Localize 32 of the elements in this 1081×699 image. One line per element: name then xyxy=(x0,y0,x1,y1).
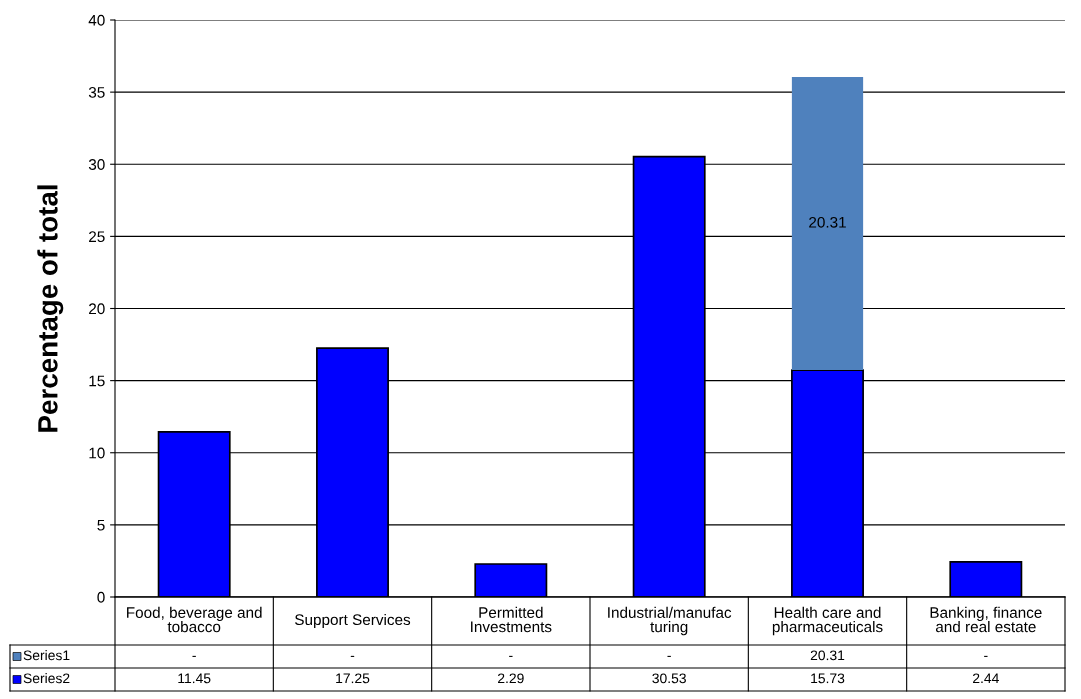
y-tick-label: 10 xyxy=(89,447,105,459)
legend-label: Series2 xyxy=(23,673,70,684)
data-label: 11.45 xyxy=(178,673,211,684)
text: - xyxy=(984,655,988,657)
x-tick-label: Banking, finance and real estate xyxy=(930,606,1042,633)
data-label: 15.73 xyxy=(811,673,845,684)
y-tick-label: 5 xyxy=(97,519,105,531)
y-tick-label: 20 xyxy=(89,303,105,315)
text: - xyxy=(509,655,513,657)
legend-label: Series1 xyxy=(23,650,70,661)
data-label: 2.29 xyxy=(498,673,524,684)
y-axis-title: Percentage of total xyxy=(37,185,64,432)
y-tick-label: 15 xyxy=(89,375,105,387)
data-label: 30.53 xyxy=(652,673,686,684)
x-tick-label: Support Services xyxy=(295,613,411,629)
x-tick-label: Permitted Investments xyxy=(471,606,552,633)
text: - xyxy=(350,655,355,657)
y-tick-label: 35 xyxy=(88,86,105,98)
text: 20.31 xyxy=(810,650,845,661)
x-tick-label: Food, beverage and tobacco xyxy=(127,606,262,633)
y-tick-label: 0 xyxy=(97,591,105,603)
y-tick-label: 40 xyxy=(88,14,105,26)
data-label: 17.25 xyxy=(336,673,370,684)
data-label: 20.31 xyxy=(809,216,846,228)
text: - xyxy=(667,655,671,657)
bar xyxy=(791,77,864,371)
y-tick-label: 25 xyxy=(89,231,105,243)
x-tick-label: Health care and pharmaceuticals xyxy=(772,606,883,636)
x-tick-label: Industrial/manufacturing xyxy=(608,606,732,636)
text: - xyxy=(192,655,196,657)
data-label: 2.44 xyxy=(973,673,999,684)
y-tick-label: 30 xyxy=(88,159,105,170)
